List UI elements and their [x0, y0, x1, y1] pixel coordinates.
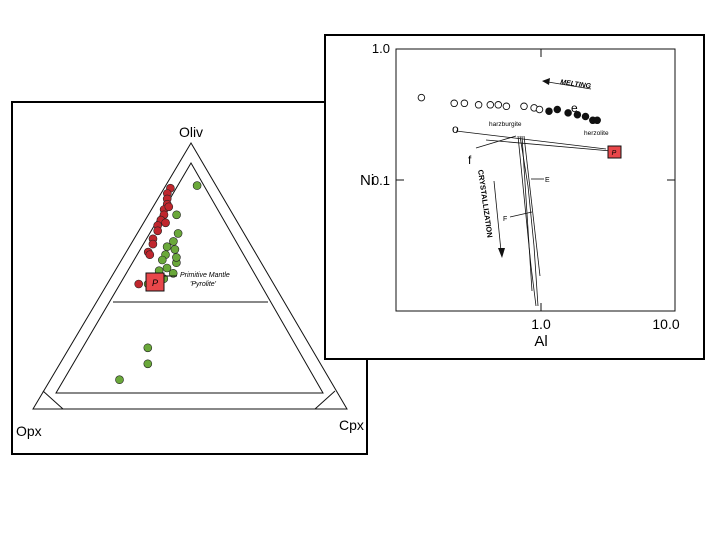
pyrolite-symbol-ni-al: P — [612, 150, 617, 157]
herzolite-data-point — [545, 107, 553, 115]
melting-arrow-shaft — [547, 81, 592, 90]
green-data-point — [168, 269, 178, 278]
herzolite-data-point — [593, 116, 601, 125]
pyrolite-label-line-1: Primitive Mantle — [180, 272, 230, 279]
green-data-point — [162, 242, 172, 251]
red-data-point — [148, 239, 158, 249]
label-f: f — [468, 153, 472, 167]
crystallization-arrowhead — [498, 248, 505, 258]
harzburgite-data-point — [520, 102, 528, 111]
green-data-point — [172, 210, 181, 220]
pyrolite-label-line-2: 'Pyrolite' — [190, 281, 217, 288]
label-E: E — [545, 177, 550, 184]
green-data-point — [115, 375, 124, 385]
green-data-point — [192, 181, 202, 190]
trend-line-main — [455, 130, 607, 150]
crystallization-arrow-shaft — [493, 180, 502, 252]
label-o: o — [452, 122, 459, 136]
green-data-point — [170, 245, 180, 254]
ternary-inner-triangle — [55, 162, 324, 394]
herzolite-data-point — [564, 109, 572, 117]
x-axis-label: Al — [534, 333, 547, 350]
green-data-point — [143, 359, 153, 369]
harzburgite-data-point — [474, 101, 483, 109]
x-tick-label-10: 10.0 — [652, 316, 679, 332]
melting-label: MELTING — [560, 79, 592, 90]
vertex-label-cpx: Cpx — [339, 417, 364, 433]
lherzolite-label: herzolite — [584, 130, 609, 137]
green-data-point — [158, 255, 167, 265]
red-data-point — [153, 226, 162, 236]
label-F: F — [503, 216, 507, 223]
vertex-label-oliv: Oliv — [179, 124, 203, 140]
crystallization-curve-E — [517, 135, 537, 307]
y-axis-label: Ni — [360, 172, 374, 189]
ternary-corner-line-left — [42, 390, 64, 410]
ternary-corner-line-right — [314, 390, 336, 410]
red-data-point — [145, 250, 155, 259]
green-data-point — [169, 237, 178, 246]
crystallization-label: CRYSTALLIZATION — [476, 169, 494, 238]
harzburgite-data-point — [460, 99, 469, 108]
herzolite-data-point — [553, 105, 562, 114]
x-tick-label-1: 1.0 — [531, 316, 551, 332]
melting-arrowhead — [542, 78, 550, 85]
harzburgite-data-point — [535, 105, 544, 114]
y-tick-label-0-1: 0.1 — [372, 173, 390, 188]
y-tick-label-1: 1.0 — [372, 41, 390, 56]
leader-F — [509, 211, 533, 218]
herzolite-data-point — [581, 112, 590, 121]
vertex-label-opx: Opx — [16, 423, 42, 439]
harzburgite-data-point — [417, 93, 426, 102]
crystallization-curve-F — [519, 135, 539, 307]
harzburgite-data-point — [502, 102, 511, 111]
ternary-diagram-panel: P Primitive Mantle 'Pyrolite' Oliv Opx C… — [11, 101, 368, 455]
harzburgite-label: harzburgite — [489, 121, 522, 128]
pyrolite-symbol: P — [152, 278, 158, 288]
label-e: e — [571, 101, 578, 115]
ternary-outer-triangle — [32, 142, 348, 410]
pyrolite-marker-ni-al — [607, 145, 622, 159]
ni-al-plot-panel: 1.0 0.1 Ni 1.0 10.0 Al MELTING CRYSTALLI… — [324, 34, 705, 360]
green-data-point — [173, 229, 183, 238]
green-data-point — [143, 343, 153, 353]
pyrolite-marker — [145, 272, 165, 292]
ternary-diagram: P Primitive Mantle 'Pyrolite' Oliv Opx C… — [16, 124, 364, 439]
harzburgite-data-point — [450, 99, 458, 108]
crystallization-curve-fan-2 — [523, 135, 541, 277]
red-data-point — [161, 218, 170, 228]
red-data-point — [164, 202, 174, 212]
green-data-point — [162, 263, 172, 273]
green-data-point — [172, 253, 181, 262]
red-data-point — [134, 279, 143, 289]
ni-al-plot: 1.0 0.1 Ni 1.0 10.0 Al MELTING CRYSTALLI… — [360, 41, 680, 350]
harzburgite-data-point — [486, 101, 495, 109]
harzburgite-data-point — [494, 101, 503, 109]
trend-line-f — [475, 135, 517, 149]
trend-line-lower — [485, 139, 612, 152]
herzolite-data-point — [573, 110, 582, 119]
